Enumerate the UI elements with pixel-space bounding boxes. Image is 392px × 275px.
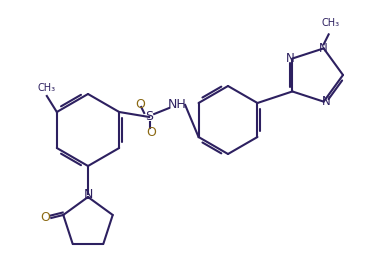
- Text: N: N: [322, 95, 331, 108]
- Text: O: O: [135, 98, 145, 111]
- Text: S: S: [145, 111, 153, 123]
- Text: NH: NH: [168, 98, 187, 111]
- Text: N: N: [83, 188, 93, 200]
- Text: CH₃: CH₃: [321, 18, 340, 28]
- Text: O: O: [146, 125, 156, 139]
- Text: CH₃: CH₃: [38, 83, 56, 93]
- Text: N: N: [286, 52, 295, 65]
- Text: O: O: [40, 211, 50, 224]
- Text: N: N: [319, 42, 328, 55]
